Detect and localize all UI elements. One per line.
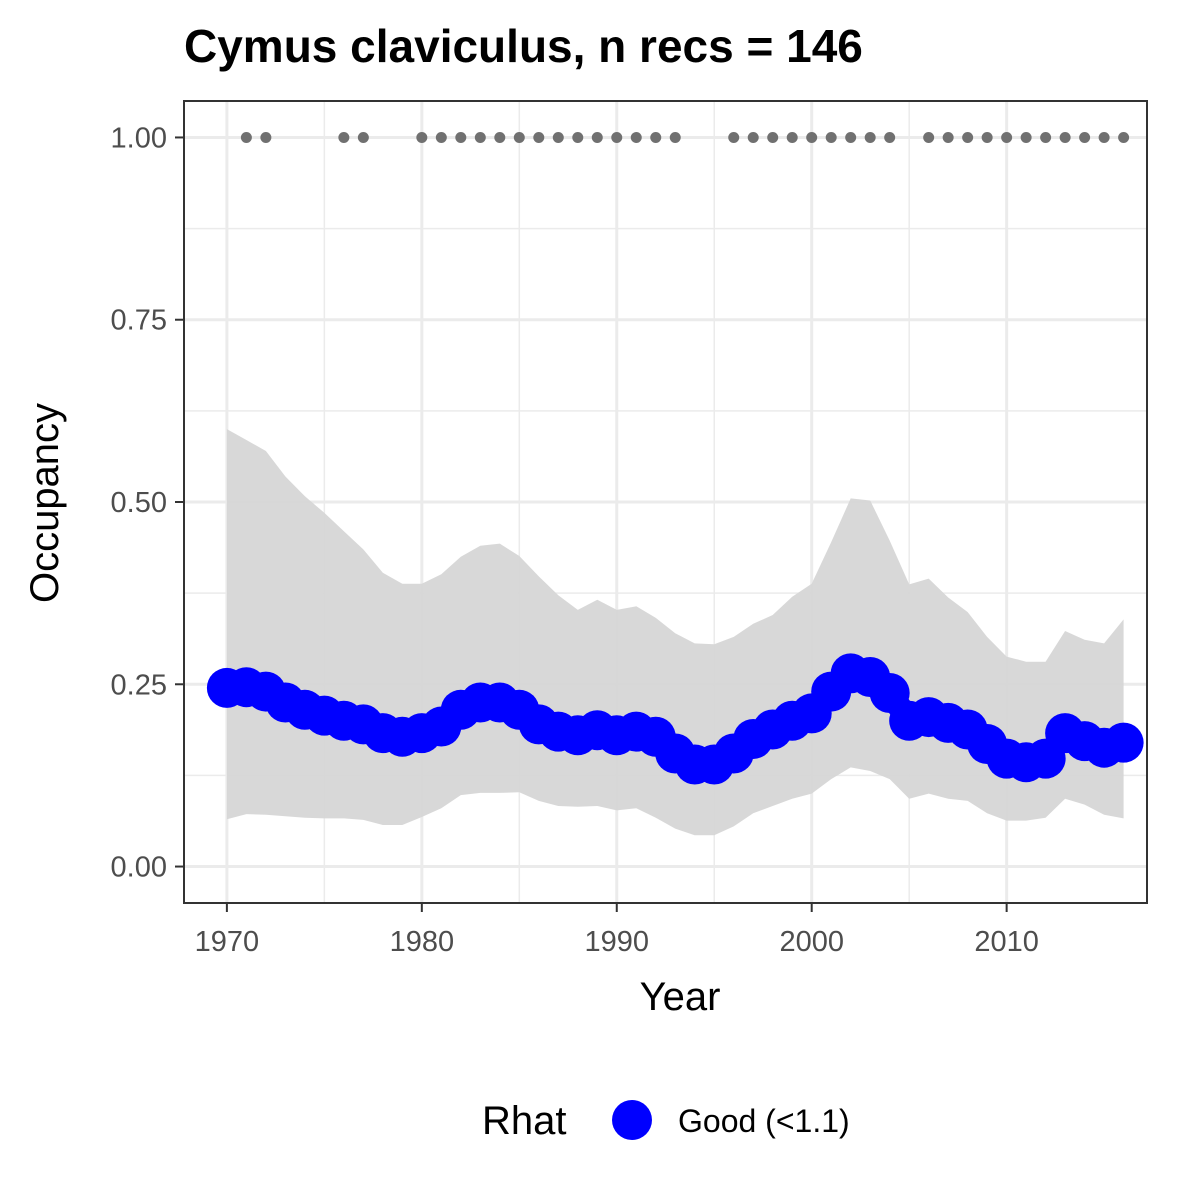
record-point [572, 131, 584, 143]
record-point [494, 131, 506, 143]
x-tick-label: 1980 [390, 926, 455, 958]
record-point [864, 131, 876, 143]
y-tick-label: 0.75 [111, 305, 167, 337]
x-tick-label: 2000 [779, 926, 844, 958]
record-point [474, 131, 486, 143]
y-tick-label: 0.50 [111, 487, 167, 519]
record-point [611, 131, 623, 143]
legend-label-good: Good (<1.1) [678, 1103, 850, 1139]
record-point [357, 131, 369, 143]
record-point [240, 131, 252, 143]
x-tick-label: 2010 [974, 926, 1039, 958]
record-point [552, 131, 564, 143]
record-point [767, 131, 779, 143]
record-point [416, 131, 428, 143]
record-point [981, 131, 993, 143]
record-point [1098, 131, 1110, 143]
x-axis-title: Year [640, 975, 721, 1019]
y-tick-label: 1.00 [111, 122, 167, 154]
record-point [513, 131, 525, 143]
record-point [845, 131, 857, 143]
y-tick-label: 0.25 [111, 669, 167, 701]
record-point [260, 131, 272, 143]
record-points [240, 131, 1130, 143]
record-point [533, 131, 545, 143]
record-point [630, 131, 642, 143]
record-point [435, 131, 447, 143]
y-tick-label: 0.00 [111, 852, 167, 884]
record-point [825, 131, 837, 143]
record-point [942, 131, 954, 143]
x-tick-label: 1990 [585, 926, 650, 958]
series-point [869, 673, 910, 714]
record-point [1001, 131, 1013, 143]
record-point [338, 131, 350, 143]
record-point [455, 131, 467, 143]
record-point [747, 131, 759, 143]
record-point [1079, 131, 1091, 143]
record-point [669, 131, 681, 143]
record-point [728, 131, 740, 143]
axis-ticks: 1970 1980 1990 2000 2010 0.00 0.25 0.50 0.75 1.00 [111, 122, 1039, 958]
record-point [1059, 131, 1071, 143]
record-point [1118, 131, 1130, 143]
legend-key-good [612, 1100, 652, 1140]
record-point [1040, 131, 1052, 143]
series-point [1103, 722, 1144, 763]
occupancy-series [206, 653, 1144, 785]
record-point [962, 131, 974, 143]
record-point [1020, 131, 1032, 143]
record-point [650, 131, 662, 143]
legend: Rhat Good (<1.1) [482, 1099, 850, 1143]
record-point [591, 131, 603, 143]
record-point [806, 131, 818, 143]
y-axis-title: Occupancy [23, 403, 67, 603]
record-point [923, 131, 935, 143]
record-point [786, 131, 798, 143]
record-point [884, 131, 896, 143]
x-tick-label: 1970 [195, 926, 260, 958]
chart-title: Cymus claviculus, n recs = 146 [184, 20, 863, 72]
legend-title: Rhat [482, 1099, 567, 1143]
